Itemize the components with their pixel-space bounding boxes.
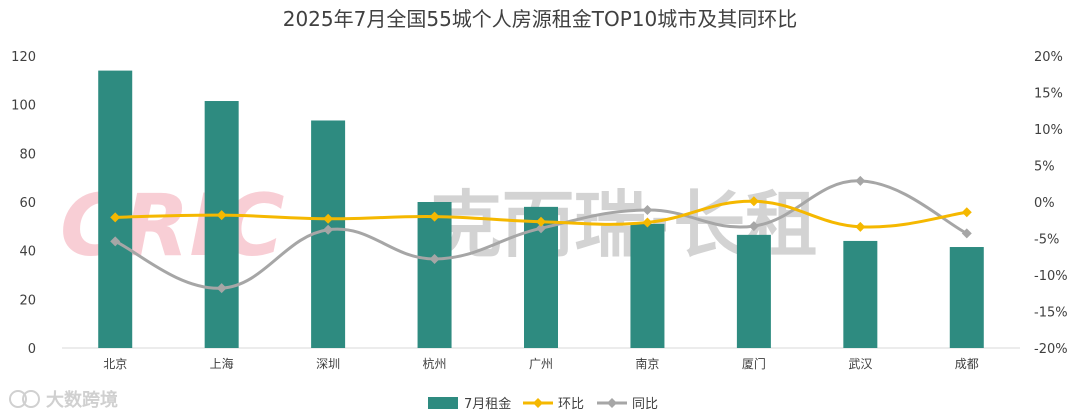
logo-text: 大数跨境 bbox=[46, 389, 118, 411]
y-right-tick-label: 0% bbox=[1034, 196, 1055, 211]
point-mom bbox=[110, 212, 121, 223]
legend-label-mom: 环比 bbox=[558, 397, 584, 412]
y-right-tick-label: -10% bbox=[1034, 269, 1068, 284]
point-yoy bbox=[323, 224, 334, 235]
legend-label-rent: 7月租金 bbox=[464, 396, 511, 412]
bar-rent bbox=[843, 240, 878, 348]
x-axis: 北京 上海 深圳 杭州 广州 南京 厦门 武汉 成都 bbox=[103, 356, 979, 371]
x-tick-label: 成都 bbox=[955, 357, 979, 371]
point-yoy bbox=[536, 223, 546, 234]
point-mom bbox=[323, 213, 334, 224]
point-mom bbox=[536, 216, 546, 227]
y-right-tick-label: -20% bbox=[1034, 342, 1068, 357]
y-left-tick-label: 40 bbox=[19, 245, 36, 260]
point-yoy bbox=[855, 175, 866, 186]
line-series bbox=[110, 175, 972, 294]
point-mom bbox=[642, 217, 653, 228]
x-tick-label: 上海 bbox=[210, 356, 234, 371]
legend-swatch-rent bbox=[428, 397, 458, 409]
bar-series bbox=[98, 70, 984, 349]
x-tick-label: 厦门 bbox=[742, 356, 766, 371]
point-mom bbox=[748, 196, 759, 207]
point-yoy bbox=[429, 253, 440, 264]
point-mom bbox=[855, 221, 866, 232]
y-left-tick-label: 20 bbox=[19, 293, 36, 308]
y-right-tick-label: 10% bbox=[1034, 123, 1063, 138]
x-tick-label: 广州 bbox=[529, 357, 553, 371]
source-logo: 大数跨境 bbox=[9, 389, 118, 411]
x-tick-label: 武汉 bbox=[848, 357, 872, 371]
x-tick-label: 杭州 bbox=[423, 356, 447, 371]
bar-rent bbox=[204, 101, 239, 349]
bar-rent bbox=[417, 202, 452, 348]
point-yoy bbox=[748, 221, 759, 232]
point-yoy bbox=[642, 205, 653, 216]
point-yoy bbox=[961, 228, 972, 239]
y-left-tick-label: 80 bbox=[19, 147, 36, 162]
y-right-tick-label: 5% bbox=[1034, 160, 1055, 175]
chart-title: 2025年7月全国55城个人房源租金TOP10城市及其同环比 bbox=[283, 7, 798, 31]
watermark-logo-text: CRIC bbox=[60, 176, 284, 276]
y-axis-left: 0 20 40 60 80 100 120 bbox=[11, 50, 36, 357]
bar-rent bbox=[949, 247, 984, 348]
logo-circle-icon bbox=[9, 390, 27, 408]
y-left-tick-label: 120 bbox=[11, 50, 36, 65]
y-right-tick-label: -5% bbox=[1034, 233, 1059, 248]
point-yoy bbox=[216, 283, 227, 294]
legend-label-yoy: 同比 bbox=[632, 397, 658, 412]
y-right-tick-label: 20% bbox=[1034, 50, 1063, 65]
bar-rent bbox=[736, 234, 771, 348]
point-yoy bbox=[110, 236, 121, 247]
y-right-tick-label: -15% bbox=[1034, 306, 1068, 321]
point-mom bbox=[429, 211, 440, 222]
legend: 7月租金 环比 同比 bbox=[428, 396, 658, 412]
y-axis-right: -20% -15% -10% -5% 0% 5% 10% 15% 20% bbox=[1034, 50, 1068, 357]
legend-marker-yoy bbox=[607, 398, 617, 408]
x-tick-label: 北京 bbox=[103, 357, 127, 371]
bar-rent bbox=[630, 223, 665, 348]
y-left-tick-label: 0 bbox=[28, 342, 36, 357]
y-right-tick-label: 15% bbox=[1034, 87, 1063, 102]
y-left-tick-label: 60 bbox=[19, 196, 36, 211]
logo-circle-icon-2 bbox=[22, 390, 40, 408]
legend-marker-mom bbox=[533, 398, 543, 408]
y-left-tick-label: 100 bbox=[11, 99, 36, 114]
bar-rent bbox=[98, 70, 133, 348]
x-tick-label: 深圳 bbox=[316, 357, 340, 371]
x-tick-label: 南京 bbox=[635, 356, 659, 371]
point-mom bbox=[216, 210, 227, 221]
point-mom bbox=[961, 207, 972, 218]
